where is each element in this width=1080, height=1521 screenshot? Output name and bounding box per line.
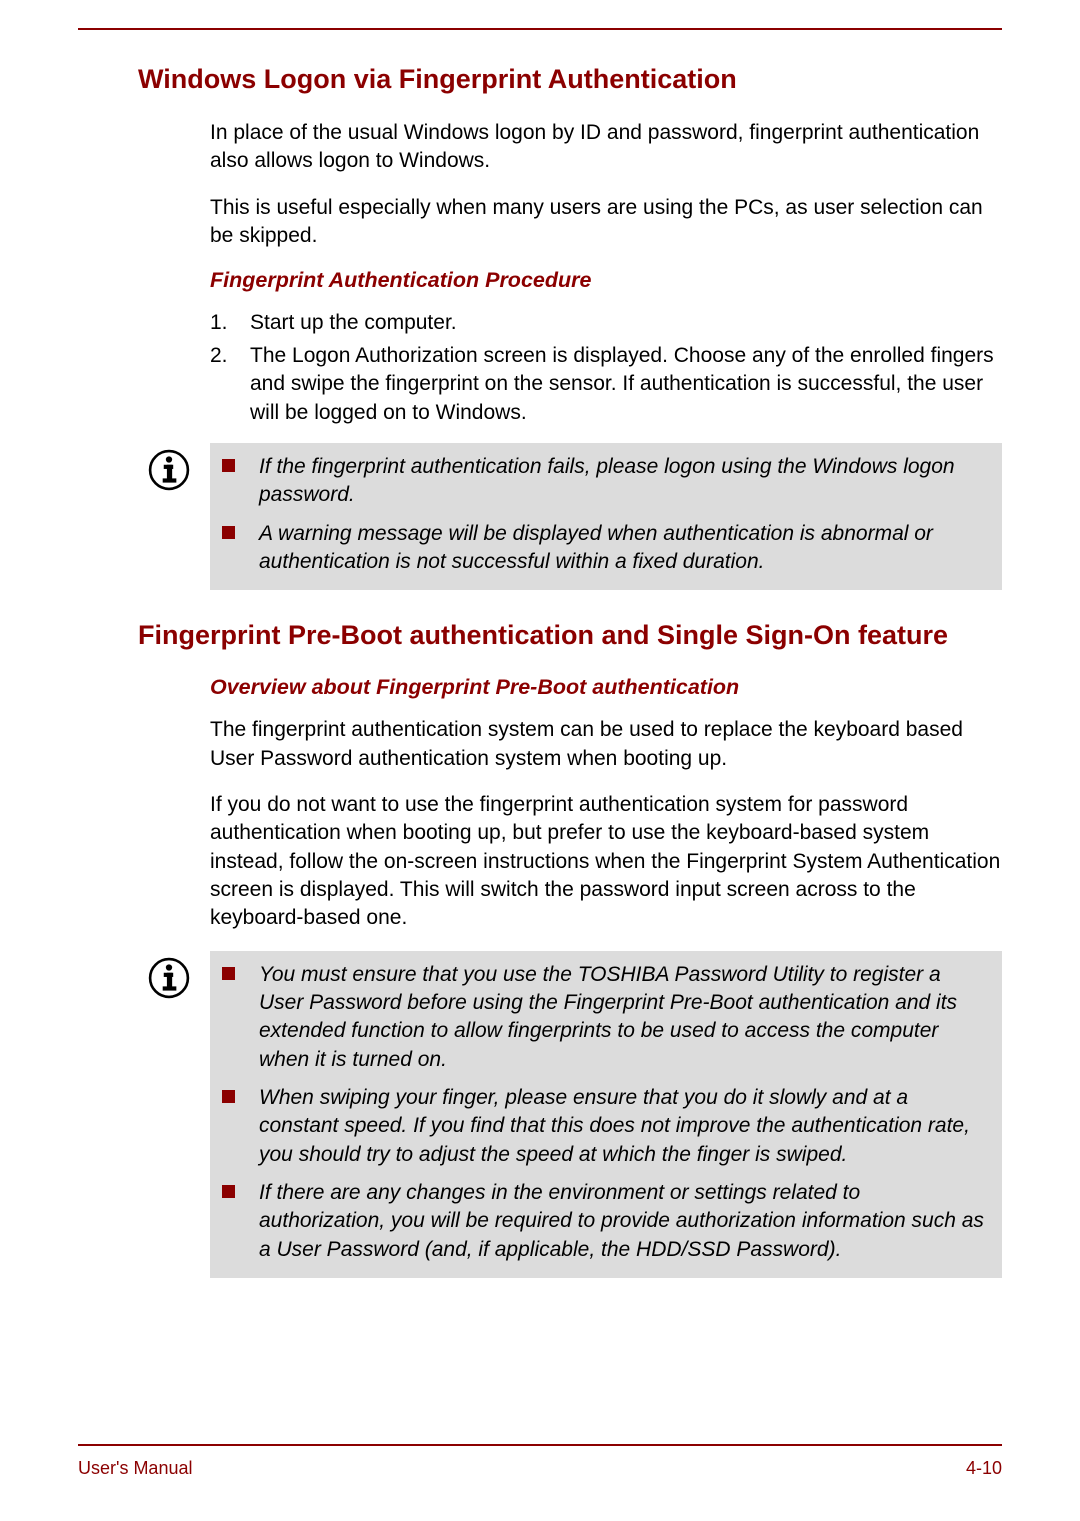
square-bullet-icon	[222, 1185, 235, 1198]
step-number: 2.	[210, 342, 250, 427]
section1-para2: This is useful especially when many user…	[210, 194, 1002, 251]
note-text: When swiping your finger, please ensure …	[259, 1084, 984, 1169]
footer-row: User's Manual 4-10	[78, 1458, 1002, 1479]
step-text: Start up the computer.	[250, 309, 457, 337]
note-text: If the fingerprint authentication fails,…	[259, 453, 984, 510]
note-text: If there are any changes in the environm…	[259, 1179, 984, 1264]
info-icon	[148, 957, 190, 999]
square-bullet-icon	[222, 459, 235, 472]
note-content: You must ensure that you use the TOSHIBA…	[210, 951, 1002, 1278]
list-item: When swiping your finger, please ensure …	[218, 1084, 984, 1169]
note-text: A warning message will be displayed when…	[259, 520, 984, 577]
list-item: You must ensure that you use the TOSHIBA…	[218, 961, 984, 1074]
section1-para1: In place of the usual Windows logon by I…	[210, 119, 1002, 176]
section2-para1: The fingerprint authentication system ca…	[210, 716, 1002, 773]
list-item: A warning message will be displayed when…	[218, 520, 984, 577]
square-bullet-icon	[222, 967, 235, 980]
list-item: If there are any changes in the environm…	[218, 1179, 984, 1264]
note-text: You must ensure that you use the TOSHIBA…	[259, 961, 984, 1074]
section2-sub1-title: Overview about Fingerprint Pre-Boot auth…	[210, 675, 1002, 700]
section2-para2: If you do not want to use the fingerprin…	[210, 791, 1002, 933]
note-box-1: If the fingerprint authentication fails,…	[142, 443, 1002, 590]
note-list: If the fingerprint authentication fails,…	[218, 453, 984, 576]
square-bullet-icon	[222, 1090, 235, 1103]
square-bullet-icon	[222, 526, 235, 539]
bottom-rule	[78, 1444, 1002, 1446]
top-rule	[78, 28, 1002, 30]
section2-title: Fingerprint Pre-Boot authentication and …	[138, 618, 1002, 653]
list-item: 1. Start up the computer.	[210, 309, 1002, 337]
page: Windows Logon via Fingerprint Authentica…	[0, 0, 1080, 1521]
note-icon-col	[142, 443, 210, 491]
info-icon	[148, 449, 190, 491]
step-number: 1.	[210, 309, 250, 337]
list-item: 2. The Logon Authorization screen is dis…	[210, 342, 1002, 427]
note-box-2: You must ensure that you use the TOSHIBA…	[142, 951, 1002, 1278]
note-content: If the fingerprint authentication fails,…	[210, 443, 1002, 590]
list-item: If the fingerprint authentication fails,…	[218, 453, 984, 510]
section1-title: Windows Logon via Fingerprint Authentica…	[138, 62, 1002, 97]
section1-steps: 1. Start up the computer. 2. The Logon A…	[210, 309, 1002, 426]
section1-sub1-title: Fingerprint Authentication Procedure	[210, 268, 1002, 293]
note-icon-col	[142, 951, 210, 999]
step-text: The Logon Authorization screen is displa…	[250, 342, 1002, 427]
footer-right: 4-10	[966, 1458, 1002, 1479]
footer-left: User's Manual	[78, 1458, 192, 1479]
page-footer: User's Manual 4-10	[78, 1444, 1002, 1479]
note-list: You must ensure that you use the TOSHIBA…	[218, 961, 984, 1264]
